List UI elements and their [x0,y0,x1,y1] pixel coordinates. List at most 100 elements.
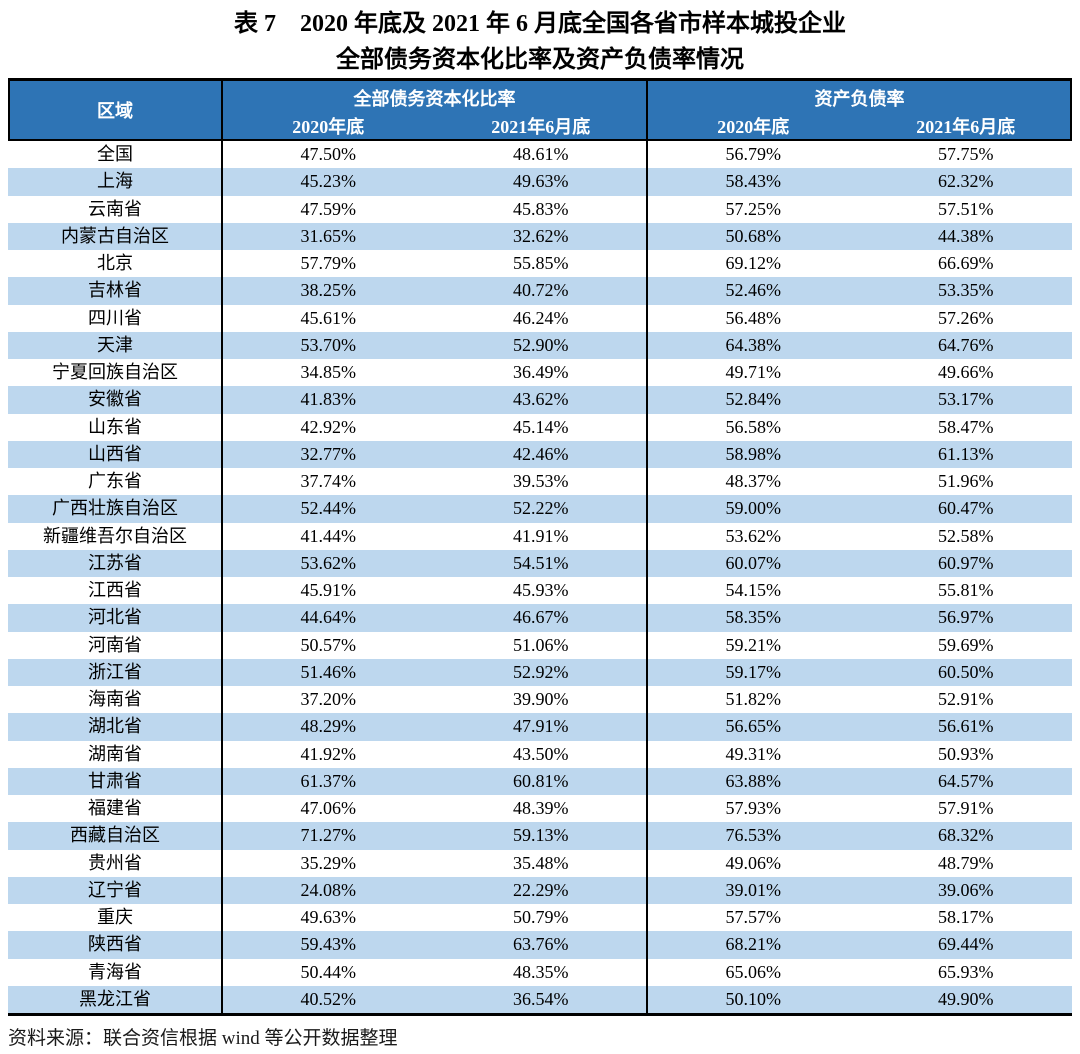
region-cell: 内蒙古自治区 [61,225,169,246]
value-cell: 58.43% [725,171,782,192]
region-cell: 吉林省 [88,280,142,301]
value-cell: 65.93% [938,961,994,982]
table-row: 全国 47.50% 48.61% 56.79% 57.75% [8,141,1072,169]
value-cell: 41.44% [300,525,357,546]
value-cell: 31.65% [300,225,357,246]
value-cell: 45.61% [300,307,357,328]
value-cell: 45.83% [513,198,569,219]
data-table: 区域 全部债务资本化比率 资产负债率 2020年底 2021年6月底 2020年… [8,78,1072,1016]
region-cell: 甘肃省 [88,770,142,791]
region-cell: 江苏省 [88,552,142,573]
value-cell: 43.50% [513,743,569,764]
value-cell: 61.13% [938,443,994,464]
table-row: 广西壮族自治区 52.44% 52.22% 59.00% 60.47% [8,495,1072,523]
value-cell: 46.67% [513,607,569,628]
region-cell: 云南省 [88,198,142,219]
value-cell: 24.08% [300,879,357,900]
source-note: 资料来源：联合资信根据 wind 等公开数据整理 [8,1028,398,1049]
value-cell: 53.70% [300,334,357,355]
value-cell: 59.17% [725,661,782,682]
value-cell: 60.97% [938,552,994,573]
value-cell: 49.63% [300,907,357,928]
value-cell: 54.51% [513,552,569,573]
value-cell: 52.46% [725,280,782,301]
value-cell: 66.69% [938,253,994,274]
region-cell: 贵州省 [88,852,142,873]
table-row: 陕西省 59.43% 63.76% 68.21% 69.44% [8,931,1072,959]
header-sub-2020-asset: 2020年底 [717,116,790,137]
value-cell: 43.62% [513,389,569,410]
value-cell: 35.29% [300,852,357,873]
value-cell: 35.48% [513,852,569,873]
value-cell: 34.85% [300,362,357,383]
table-row: 江苏省 53.62% 54.51% 60.07% 60.97% [8,549,1072,577]
value-cell: 59.00% [725,498,782,519]
value-cell: 50.57% [300,634,357,655]
value-cell: 50.93% [938,743,994,764]
value-cell: 52.44% [300,498,357,519]
value-cell: 56.97% [938,607,994,628]
table-row: 天津 53.70% 52.90% 64.38% 64.76% [8,331,1072,359]
table-row: 江西省 45.91% 45.93% 54.15% 55.81% [8,577,1072,605]
value-cell: 59.13% [513,825,569,846]
value-cell: 58.47% [938,416,994,437]
value-cell: 40.52% [300,988,357,1009]
value-cell: 57.79% [300,253,357,274]
value-cell: 40.72% [513,280,569,301]
value-cell: 68.21% [725,934,782,955]
region-cell: 湖北省 [88,716,142,737]
value-cell: 63.88% [725,770,782,791]
value-cell: 59.21% [725,634,782,655]
table-row: 河南省 50.57% 51.06% 59.21% 59.69% [8,631,1072,659]
table-row: 湖北省 48.29% 47.91% 56.65% 56.61% [8,713,1072,741]
value-cell: 58.35% [725,607,782,628]
table-row: 宁夏回族自治区 34.85% 36.49% 49.71% 49.66% [8,359,1072,387]
value-cell: 56.58% [725,416,782,437]
value-cell: 64.76% [938,334,994,355]
table-row: 辽宁省 24.08% 22.29% 39.01% 39.06% [8,876,1072,904]
value-cell: 44.64% [300,607,357,628]
value-cell: 50.10% [725,988,782,1009]
value-cell: 47.59% [300,198,357,219]
value-cell: 47.91% [513,716,569,737]
value-cell: 39.06% [938,879,994,900]
value-cell: 57.91% [938,798,994,819]
value-cell: 45.91% [300,580,357,601]
value-cell: 55.81% [938,580,994,601]
value-cell: 52.84% [725,389,782,410]
region-cell: 全国 [97,144,133,165]
region-cell: 北京 [97,253,133,274]
value-cell: 52.22% [513,498,569,519]
value-cell: 41.91% [513,525,569,546]
table-header: 区域 全部债务资本化比率 资产负债率 2020年底 2021年6月底 2020年… [8,81,1072,141]
value-cell: 36.54% [513,988,569,1009]
value-cell: 53.35% [938,280,994,301]
value-cell: 39.53% [513,471,569,492]
region-cell: 新疆维吾尔自治区 [43,525,187,546]
value-cell: 48.61% [513,144,569,165]
value-cell: 57.51% [938,198,994,219]
column-divider-groups [646,81,648,1013]
value-cell: 56.48% [725,307,782,328]
region-cell: 安徽省 [88,389,142,410]
region-cell: 山西省 [88,443,142,464]
value-cell: 51.82% [725,689,782,710]
table-row: 贵州省 35.29% 35.48% 49.06% 48.79% [8,849,1072,877]
value-cell: 45.14% [513,416,569,437]
table-row: 吉林省 38.25% 40.72% 52.46% 53.35% [8,277,1072,305]
value-cell: 45.23% [300,171,357,192]
region-cell: 重庆 [97,907,133,928]
value-cell: 50.79% [513,907,569,928]
region-cell: 海南省 [88,689,142,710]
region-cell: 辽宁省 [88,879,142,900]
value-cell: 32.62% [513,225,569,246]
table-row: 湖南省 41.92% 43.50% 49.31% 50.93% [8,740,1072,768]
value-cell: 53.62% [300,552,357,573]
value-cell: 51.46% [300,661,357,682]
value-cell: 65.06% [725,961,782,982]
value-cell: 57.57% [725,907,782,928]
value-cell: 59.43% [300,934,357,955]
region-cell: 广西壮族自治区 [52,498,178,519]
value-cell: 58.17% [938,907,994,928]
table-row: 青海省 50.44% 48.35% 65.06% 65.93% [8,958,1072,986]
